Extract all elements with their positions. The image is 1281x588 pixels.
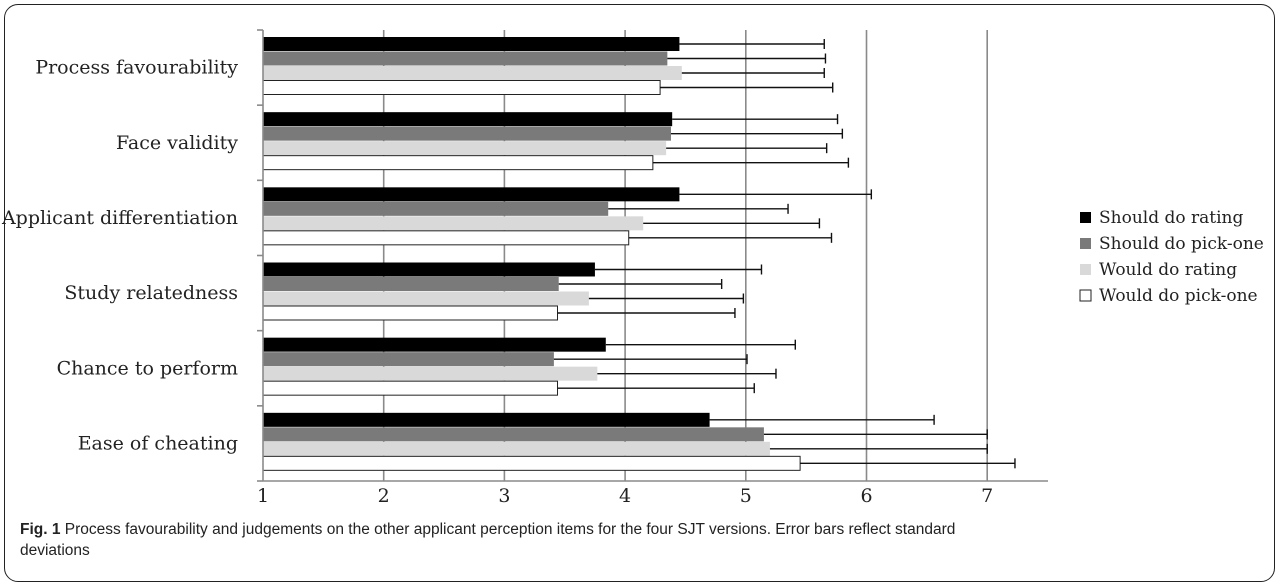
caption-label: Fig. 1: [20, 521, 61, 538]
category-label: Study relatedness: [64, 282, 238, 304]
legend-label: Should do rating: [1099, 208, 1244, 228]
bar: [263, 37, 680, 51]
legend-label: Should do pick-one: [1099, 234, 1264, 254]
x-tick-label: 5: [740, 485, 752, 507]
bar: [262, 455, 801, 471]
bar: [263, 126, 671, 141]
legend-swatch: [1079, 289, 1092, 302]
gridlines: [382, 30, 989, 481]
legend-swatch: [1080, 238, 1091, 249]
bar: [263, 337, 606, 352]
x-tick-label: 2: [378, 485, 390, 507]
category-labels: Process favourability Face validity Applic…: [1, 57, 238, 455]
caption-text: Process favourability and judgements on …: [20, 521, 956, 559]
category-label: Applicant differentiation: [1, 207, 238, 229]
bar: [263, 352, 554, 367]
bar: [262, 230, 630, 246]
x-tick-label: 3: [498, 485, 510, 507]
category-label: Chance to perform: [57, 357, 238, 379]
axes: [257, 29, 1048, 482]
bar: [262, 380, 559, 396]
bar: [263, 216, 644, 231]
x-tick-label: 1: [257, 485, 269, 507]
bar: [263, 291, 589, 306]
bar: [263, 262, 595, 277]
bar: [263, 66, 682, 80]
legend-label: Would do pick-one: [1099, 286, 1258, 306]
x-tick-label: 4: [619, 485, 631, 507]
bar: [263, 277, 559, 291]
bar: [263, 141, 667, 156]
bar: [263, 441, 770, 456]
legend-label: Would do rating: [1099, 260, 1237, 280]
bar: [263, 112, 673, 127]
bar: [262, 80, 661, 95]
x-tick-label: 7: [981, 485, 993, 507]
figure-frame: [4, 4, 1275, 582]
error-bars: [553, 39, 1016, 469]
bar: [263, 427, 764, 442]
bar: [263, 187, 680, 202]
legend: Should do rating Should do pick-one Would …: [1079, 208, 1264, 306]
category-label: Ease of cheating: [78, 432, 238, 454]
tick-labels: 1 2 3 4 5 6 7: [257, 485, 993, 507]
legend-swatch: [1080, 212, 1091, 223]
bar: [263, 366, 598, 381]
bars: [262, 37, 801, 471]
bar: [263, 412, 710, 427]
category-label: Face validity: [116, 132, 238, 154]
x-tick-label: 6: [860, 485, 872, 507]
category-label: Process favourability: [35, 57, 238, 79]
bar: [263, 201, 609, 216]
legend-swatch: [1080, 264, 1091, 275]
bar: [263, 51, 668, 66]
bar: [262, 155, 654, 171]
bar: [262, 305, 559, 321]
figure-caption: Fig. 1 Process favourability and judgeme…: [20, 519, 1020, 561]
